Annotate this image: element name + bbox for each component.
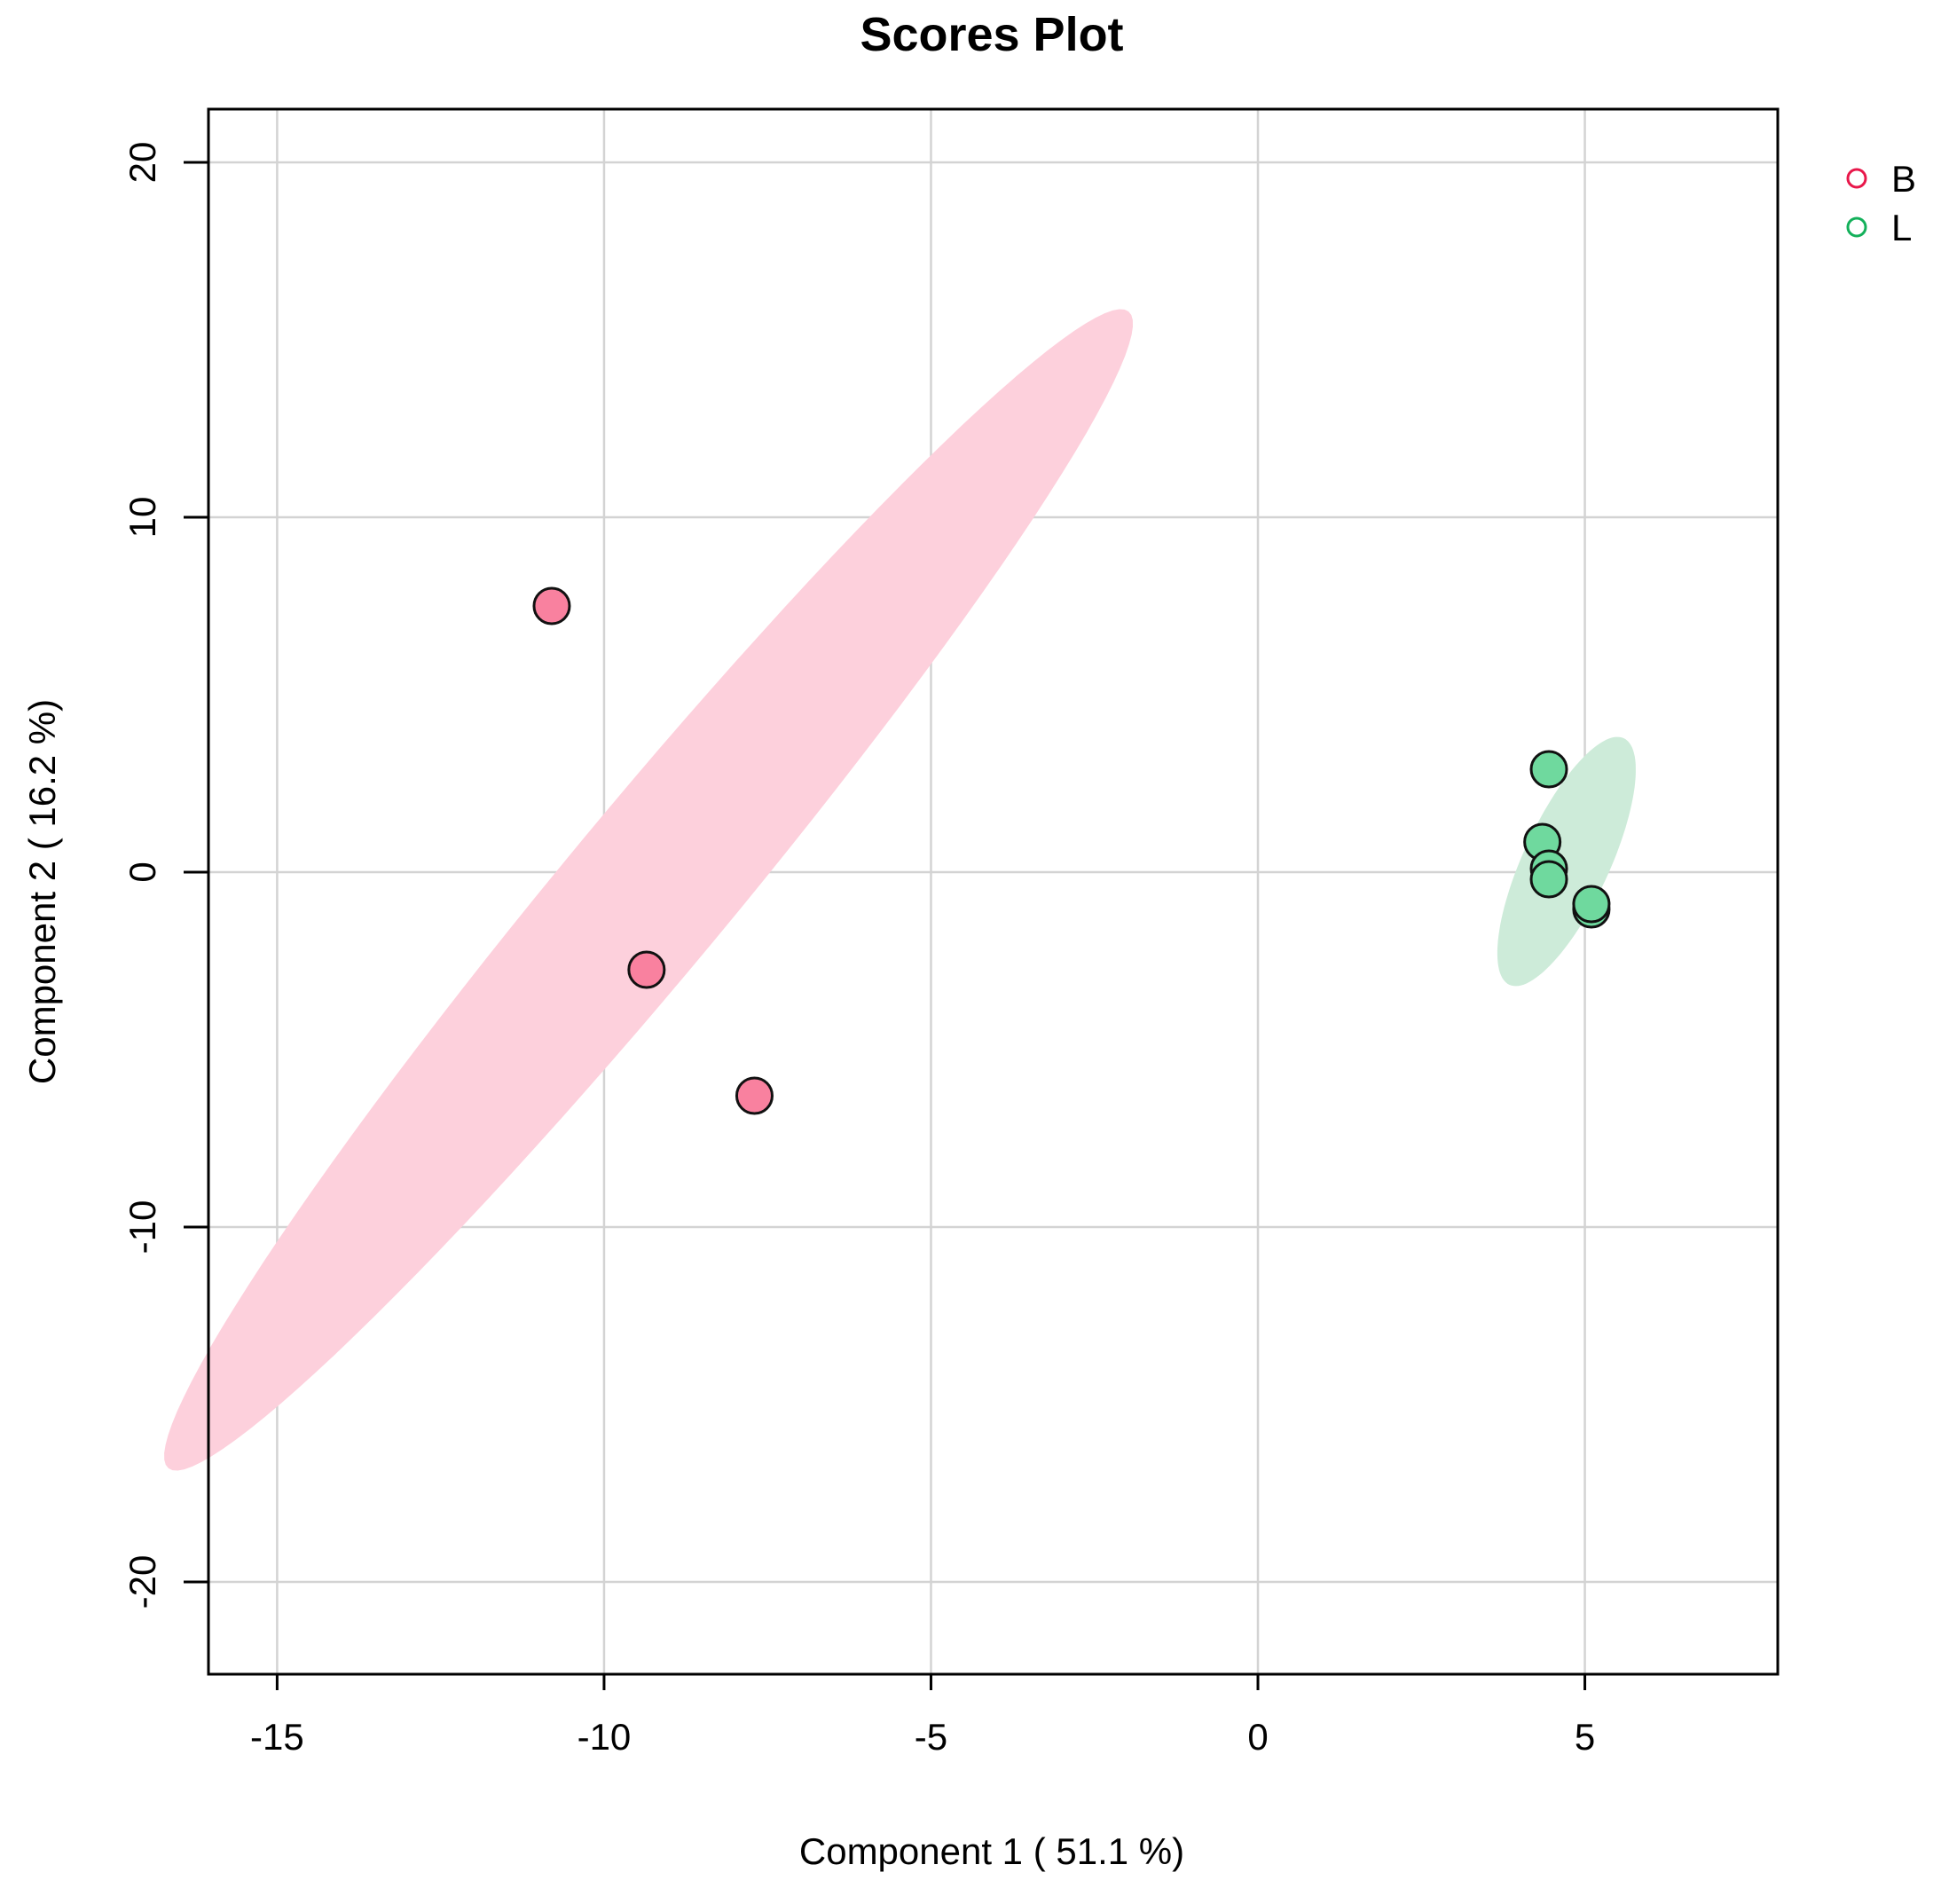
point-L: [1529, 860, 1568, 899]
score-points: [532, 586, 1611, 1115]
x-tick-label: 5: [1575, 1716, 1595, 1758]
y-tick-label: 0: [122, 862, 163, 882]
x-tick-label: 0: [1247, 1716, 1268, 1758]
x-tick-label: -15: [250, 1716, 304, 1758]
legend-label-B: B: [1891, 158, 1916, 200]
y-tick-label: -20: [122, 1555, 163, 1609]
y-axis-label: Component 2 ( 16.2 %): [21, 699, 63, 1084]
confidence-ellipses: [164, 309, 1636, 1471]
x-axis: -15 -10 -5 0 5: [250, 1672, 1595, 1758]
ellipse-B: [164, 309, 1134, 1471]
point-B: [735, 1076, 774, 1115]
x-tick-label: -10: [578, 1716, 632, 1758]
x-tick-label: -5: [915, 1716, 947, 1758]
legend-marker-L: [1846, 216, 1867, 238]
legend: BL: [1846, 158, 1916, 248]
y-tick-label: 10: [122, 497, 163, 539]
point-L: [1529, 750, 1568, 789]
point-B: [532, 586, 571, 625]
point-B: [627, 950, 666, 989]
y-axis: -20 -10 0 10 20: [122, 142, 210, 1609]
x-axis-label: Component 1 ( 51.1 %): [799, 1830, 1184, 1872]
y-tick-label: -10: [122, 1200, 163, 1255]
legend-label-L: L: [1891, 207, 1912, 248]
point-L: [1572, 885, 1611, 924]
y-tick-label: 20: [122, 142, 163, 184]
chart-title: Scores Plot: [860, 8, 1123, 61]
legend-marker-B: [1846, 168, 1867, 189]
